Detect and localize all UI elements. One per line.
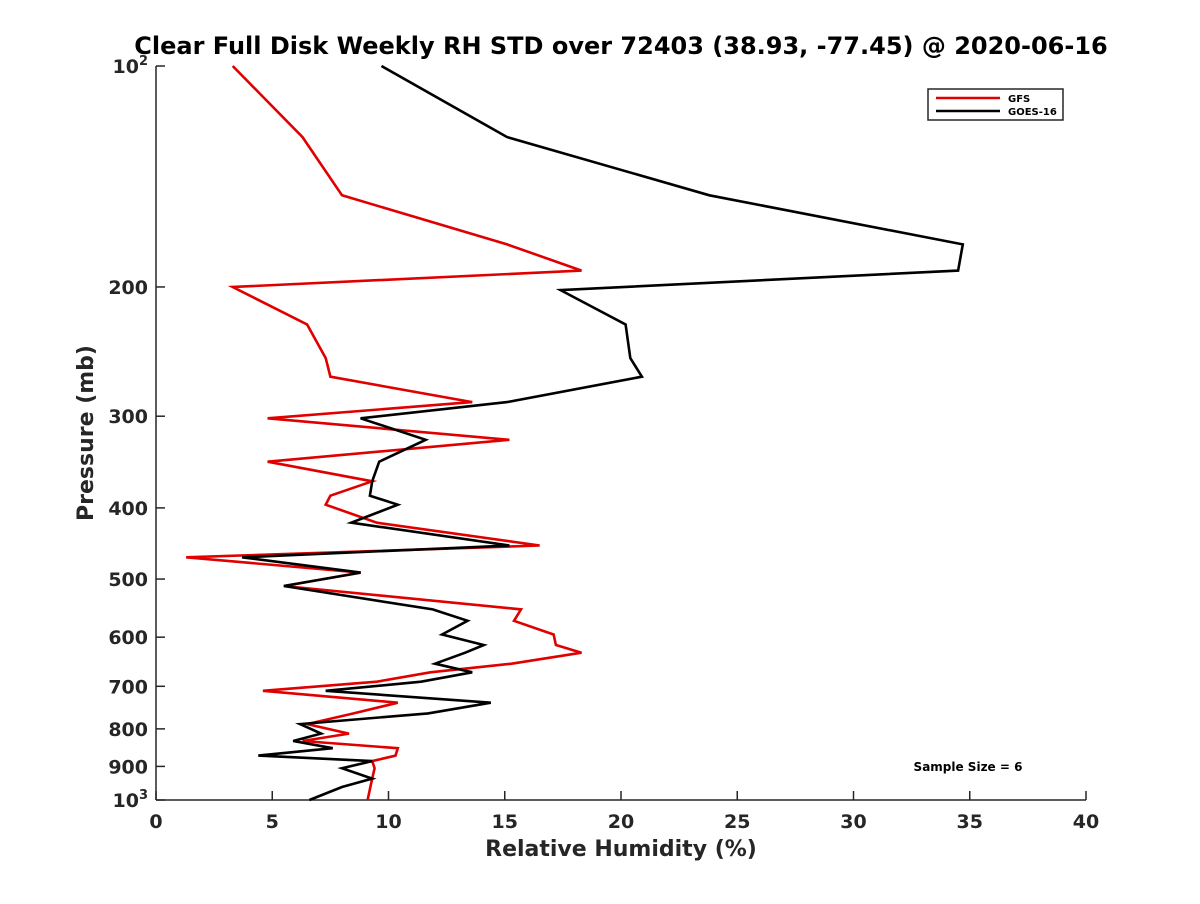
legend-label-goes-16: GOES-16 — [1008, 107, 1057, 118]
chart-title: Clear Full Disk Weekly RH STD over 72403… — [134, 32, 1107, 60]
x-tick-label: 5 — [266, 811, 279, 833]
x-tick-label: 30 — [840, 811, 866, 833]
series-layer — [186, 64, 965, 802]
y-tick-label: 102 — [113, 54, 149, 78]
sample-size-annotation: Sample Size = 6 — [914, 760, 1023, 774]
x-tick-label: 25 — [724, 811, 750, 833]
x-tick-label: 35 — [957, 811, 983, 833]
x-tick-label: 10 — [375, 811, 401, 833]
y-axis-ticks: 102 200 300 400 500 600 700 800 900 103 — [108, 54, 165, 812]
y-tick-label: 500 — [108, 569, 148, 591]
x-axis-label: Relative Humidity (%) — [485, 837, 757, 862]
x-tick-label: 15 — [492, 811, 518, 833]
legend-box — [927, 88, 1064, 121]
series-line-goes-16 — [241, 64, 965, 802]
legend-label-gfs: GFS — [1008, 94, 1030, 105]
x-tick-label: 20 — [608, 811, 634, 833]
legend: GFS GOES-16 — [927, 88, 1064, 121]
y-tick-label: 103 — [113, 788, 149, 812]
x-tick-label: 0 — [149, 811, 162, 833]
x-tick-label: 40 — [1073, 811, 1099, 833]
y-tick-label: 900 — [108, 756, 148, 778]
x-axis-ticks: 0 5 10 15 20 25 30 35 40 — [149, 791, 1099, 833]
y-tick-label: 700 — [108, 676, 148, 698]
y-tick-label: 200 — [108, 277, 148, 299]
y-tick-label: 300 — [108, 406, 148, 428]
y-tick-label: 400 — [108, 498, 148, 520]
y-axis-label: Pressure (mb) — [74, 345, 99, 521]
y-tick-label: 800 — [108, 719, 148, 741]
y-tick-label: 600 — [108, 627, 148, 649]
